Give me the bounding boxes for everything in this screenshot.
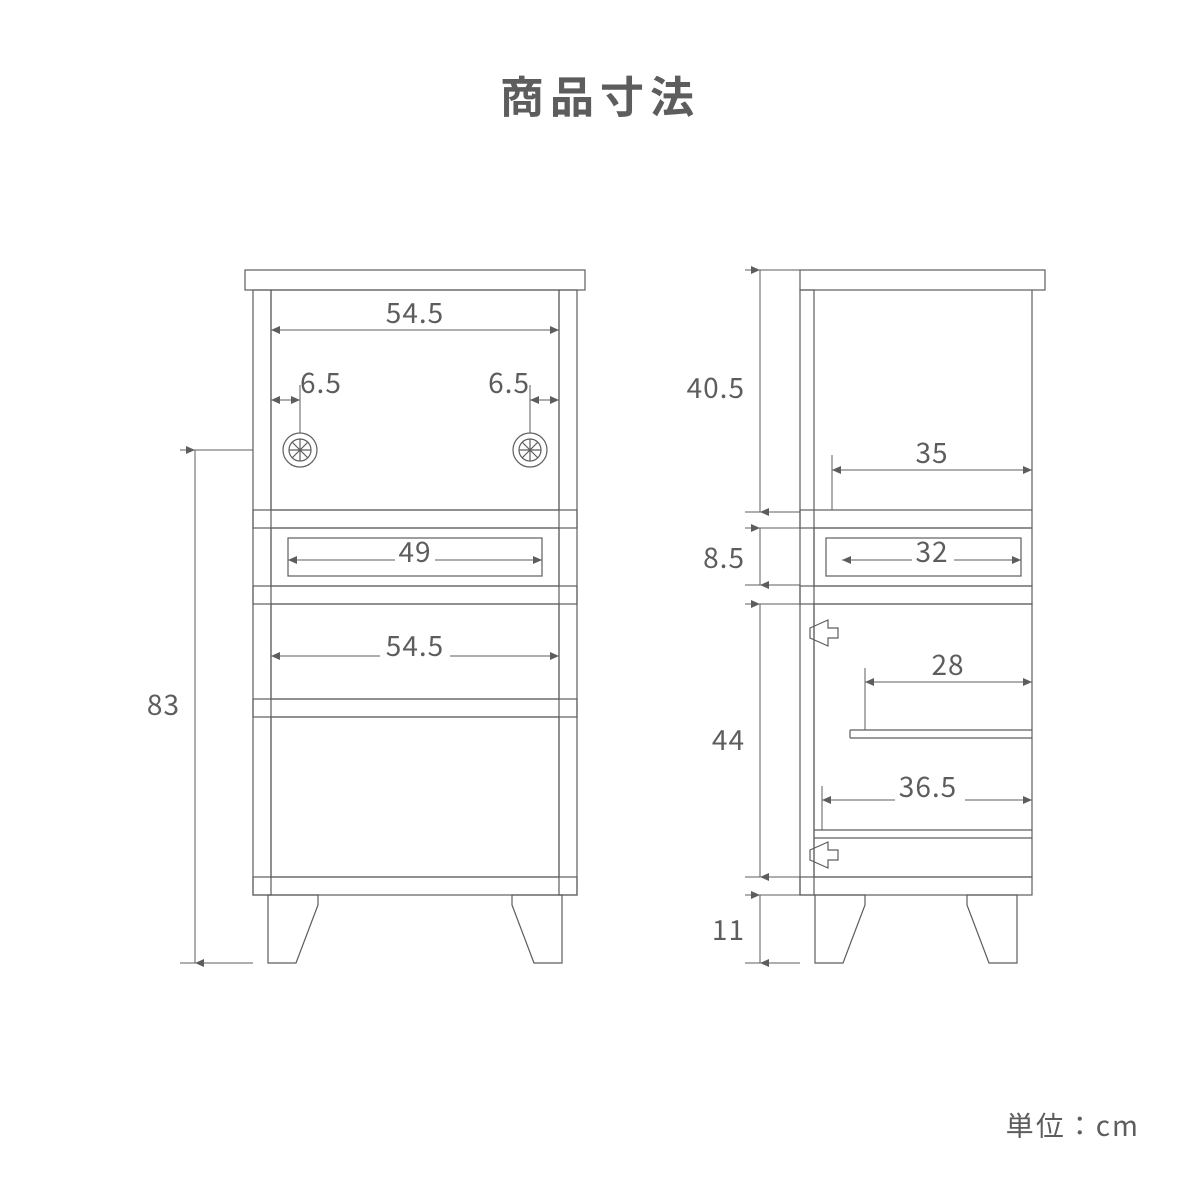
front-lower-width-label: 54.5 — [386, 625, 444, 665]
drawing-canvas: 54.5 6.5 6.5 49 54.5 83 — [0, 0, 1200, 1200]
side-cabinet-height-label: 44 — [712, 719, 745, 759]
front-view: 54.5 6.5 6.5 49 54.5 83 — [147, 270, 585, 963]
side-top-depth-label: 35 — [915, 432, 948, 472]
side-drawer-height-label: 8.5 — [703, 537, 745, 577]
side-shelf365-label: 36.5 — [899, 766, 957, 806]
grommet-right-icon — [513, 433, 547, 467]
front-height-label: 83 — [147, 684, 180, 724]
side-leg-height-label: 11 — [712, 909, 745, 949]
front-inset-left-label: 6.5 — [300, 362, 342, 402]
side-top-height-label: 40.5 — [687, 367, 745, 407]
grommet-left-icon — [283, 433, 317, 467]
side-drawer-depth-label: 32 — [915, 531, 948, 571]
side-view: 40.5 8.5 44 11 35 32 28 36.5 — [687, 270, 1045, 963]
front-inset-right-label: 6.5 — [488, 362, 530, 402]
side-shelf28-label: 28 — [931, 644, 964, 684]
front-width-label: 54.5 — [386, 292, 444, 332]
front-drawer-width-label: 49 — [398, 531, 431, 571]
